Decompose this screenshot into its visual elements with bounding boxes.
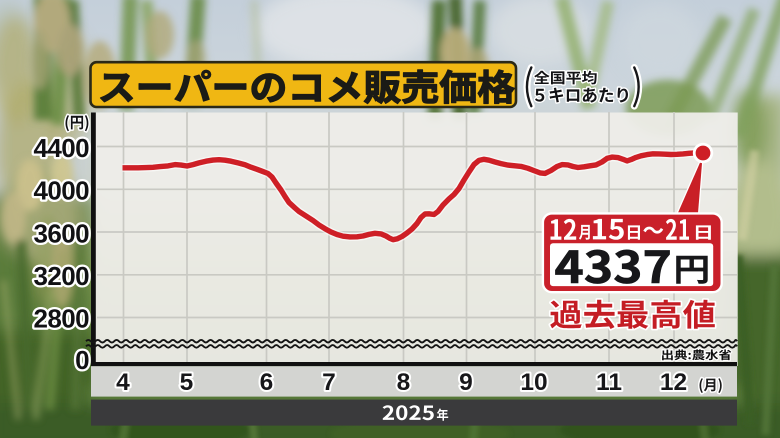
svg-text:11: 11 [596,369,622,396]
svg-text:4000: 4000 [34,176,90,206]
svg-text:7: 7 [322,369,336,396]
svg-text:3200: 3200 [34,261,90,291]
svg-text:3600: 3600 [34,218,90,248]
svg-text:4400: 4400 [34,133,90,163]
svg-text:10: 10 [520,369,547,396]
svg-text:6: 6 [260,369,274,396]
svg-text:4: 4 [116,369,130,396]
svg-text:5: 5 [180,369,194,396]
svg-text:9: 9 [459,369,473,396]
svg-text:0: 0 [75,345,89,375]
svg-text:2800: 2800 [34,304,90,334]
svg-text:12: 12 [660,369,687,396]
svg-text:8: 8 [397,369,411,396]
